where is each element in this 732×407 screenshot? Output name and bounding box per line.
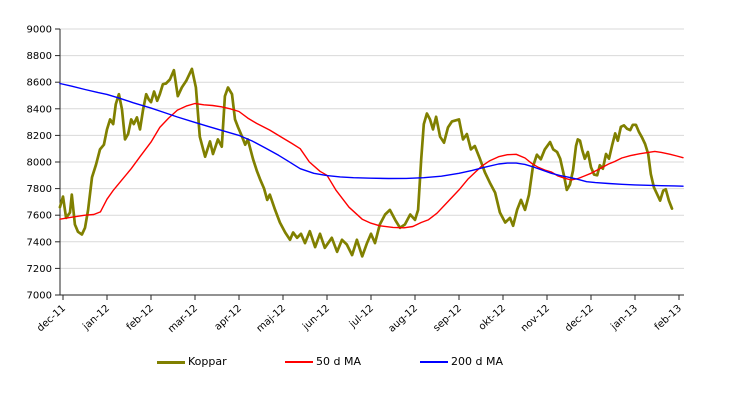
y-tick-label: 8000	[27, 158, 52, 169]
legend-label-200d-ma: 200 d MA	[451, 355, 503, 368]
x-tick-label: dec-12	[563, 303, 596, 334]
x-tick-label: mar-12	[166, 303, 200, 335]
y-tick-label: 8200	[27, 131, 52, 142]
x-tick-label: dec-11	[35, 303, 68, 334]
y-tick-label: 8600	[27, 78, 52, 89]
x-tick-label: maj-12	[255, 303, 288, 335]
legend-label-koppar: Koppar	[188, 355, 227, 368]
legend-item-koppar: Koppar	[157, 353, 227, 371]
x-tick-label: feb-12	[125, 303, 156, 333]
legend-item-200d-ma: 200 d MA	[420, 353, 503, 371]
x-tick-label: feb-13	[653, 303, 684, 333]
series-line-koppar	[58, 67, 674, 258]
y-tick-label: 9000	[27, 25, 52, 36]
x-tick-label: apr-12	[213, 303, 244, 333]
50d-ma-line-swatch	[285, 361, 313, 363]
200d-ma-line-swatch	[420, 361, 448, 363]
chart-legend: Koppar 50 d MA 200 d MA	[0, 353, 732, 373]
legend-item-50d-ma: 50 d MA	[285, 353, 361, 371]
y-tick-label: 8800	[27, 51, 52, 62]
x-tick-label: nov-12	[519, 303, 552, 334]
legend-label-50d-ma: 50 d MA	[316, 355, 361, 368]
y-tick-label: 7200	[27, 264, 52, 275]
y-tick-label: 8400	[27, 104, 52, 115]
x-tick-label: jan-13	[608, 303, 640, 333]
y-tick-label: 7600	[27, 211, 52, 222]
x-tick-label: jul-12	[347, 303, 376, 331]
y-tick-label: 7400	[27, 237, 52, 248]
x-tick-label: jan-12	[80, 303, 112, 333]
x-tick-label: okt-12	[477, 303, 508, 333]
y-tick-label: 7800	[27, 184, 52, 195]
y-tick-label: 7000	[27, 291, 52, 302]
koppar-line-swatch	[157, 360, 185, 364]
x-tick-label: aug-12	[387, 303, 420, 335]
x-tick-label: sep-12	[431, 303, 464, 334]
x-tick-label: jun-12	[300, 303, 332, 333]
series-line-200-d-ma	[59, 82, 684, 187]
series-line-50-d-ma	[59, 102, 684, 229]
